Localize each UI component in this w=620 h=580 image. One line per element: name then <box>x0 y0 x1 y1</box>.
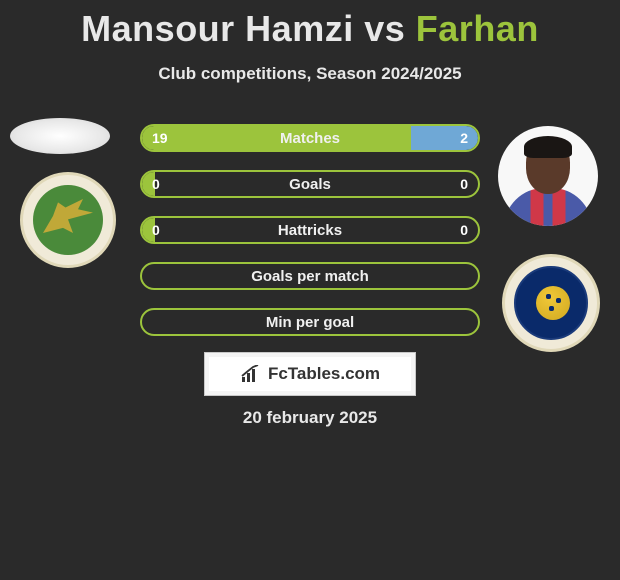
stat-label: Goals per match <box>142 264 478 288</box>
vs-text: vs <box>364 8 405 49</box>
stat-value-right: 0 <box>460 172 468 196</box>
stats-container: Matches192Goals00Hattricks00Goals per ma… <box>140 124 480 354</box>
ball-icon <box>536 286 570 320</box>
stat-label: Hattricks <box>142 218 478 242</box>
stat-row: Goals per match <box>140 262 480 290</box>
stat-value-left: 0 <box>152 172 160 196</box>
brand-footer: FcTables.com <box>204 352 416 396</box>
stat-value-left: 0 <box>152 218 160 242</box>
stat-value-right: 0 <box>460 218 468 242</box>
stat-row: Matches19 2 <box>140 124 480 152</box>
badge-inner <box>514 266 588 340</box>
stat-value-left: 19 <box>152 126 168 150</box>
stat-row: Hattricks0 0 <box>140 216 480 244</box>
stat-label: Goals <box>142 172 478 196</box>
subtitle: Club competitions, Season 2024/2025 <box>0 64 620 84</box>
stat-row: Min per goal <box>140 308 480 336</box>
eagle-icon <box>43 199 93 233</box>
comparison-title: Mansour Hamzi vs Farhan <box>0 0 620 50</box>
player2-avatar <box>498 126 598 226</box>
avatar-hair <box>524 136 572 158</box>
ball-dot <box>549 306 554 311</box>
player2-club-badge <box>502 254 600 352</box>
stat-value-right: 2 <box>460 126 468 150</box>
ball-dot <box>556 298 561 303</box>
chart-icon <box>240 365 262 383</box>
player1-name: Mansour Hamzi <box>81 8 354 49</box>
stat-label: Matches <box>142 126 478 150</box>
stat-row: Goals0 0 <box>140 170 480 198</box>
ball-dot <box>546 294 551 299</box>
player2-name: Farhan <box>416 8 539 49</box>
player1-avatar <box>10 118 110 154</box>
player1-club-badge <box>20 172 116 268</box>
brand-text: FcTables.com <box>268 364 380 384</box>
date-line: 20 february 2025 <box>0 408 620 428</box>
stat-label: Min per goal <box>142 310 478 334</box>
badge-inner <box>33 185 103 255</box>
